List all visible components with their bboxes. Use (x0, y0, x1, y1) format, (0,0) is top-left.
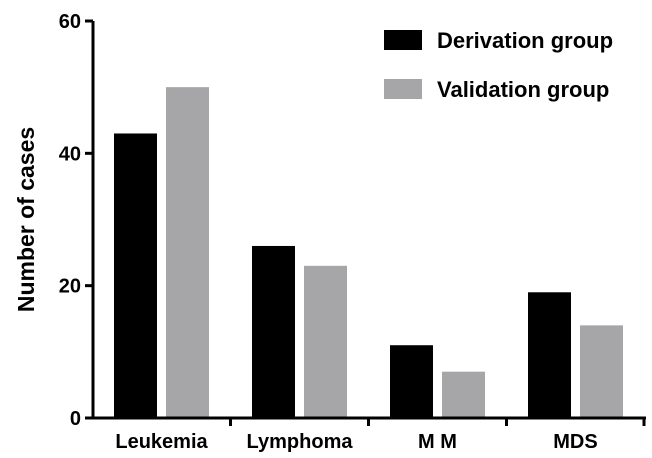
legend-label-derivation: Derivation group (437, 28, 613, 53)
axes-layer (85, 19, 646, 426)
legend-swatch-validation (384, 79, 422, 99)
x-category-label: MDS (553, 431, 597, 453)
y-tick-label: 20 (59, 276, 81, 298)
y-tick-label: 0 (70, 408, 81, 430)
y-tick-label: 40 (59, 143, 81, 165)
bar-mm-validation (442, 371, 485, 418)
bar-leukemia-validation (166, 87, 209, 419)
legend: Derivation group Validation group (384, 28, 613, 102)
bar-mds-derivation (528, 292, 571, 418)
x-category-label: Lymphoma (247, 431, 354, 453)
bar-mm-derivation (390, 345, 433, 418)
legend-label-validation: Validation group (437, 77, 609, 102)
bar-mds-validation (580, 325, 623, 418)
y-axis-title: Number of cases (13, 127, 39, 312)
legend-swatch-derivation (384, 30, 422, 50)
bars-layer (114, 87, 623, 419)
x-category-label: Leukemia (115, 431, 208, 453)
y-tick-label: 60 (59, 11, 81, 33)
x-category-label: M M (418, 431, 457, 453)
bar-lymphoma-validation (304, 265, 347, 418)
bar-leukemia-derivation (114, 133, 157, 418)
labels-layer: 0 20 40 60 Leukemia Lymphoma M M MDS Number of c… (13, 11, 598, 453)
bar-lymphoma-derivation (252, 245, 295, 418)
